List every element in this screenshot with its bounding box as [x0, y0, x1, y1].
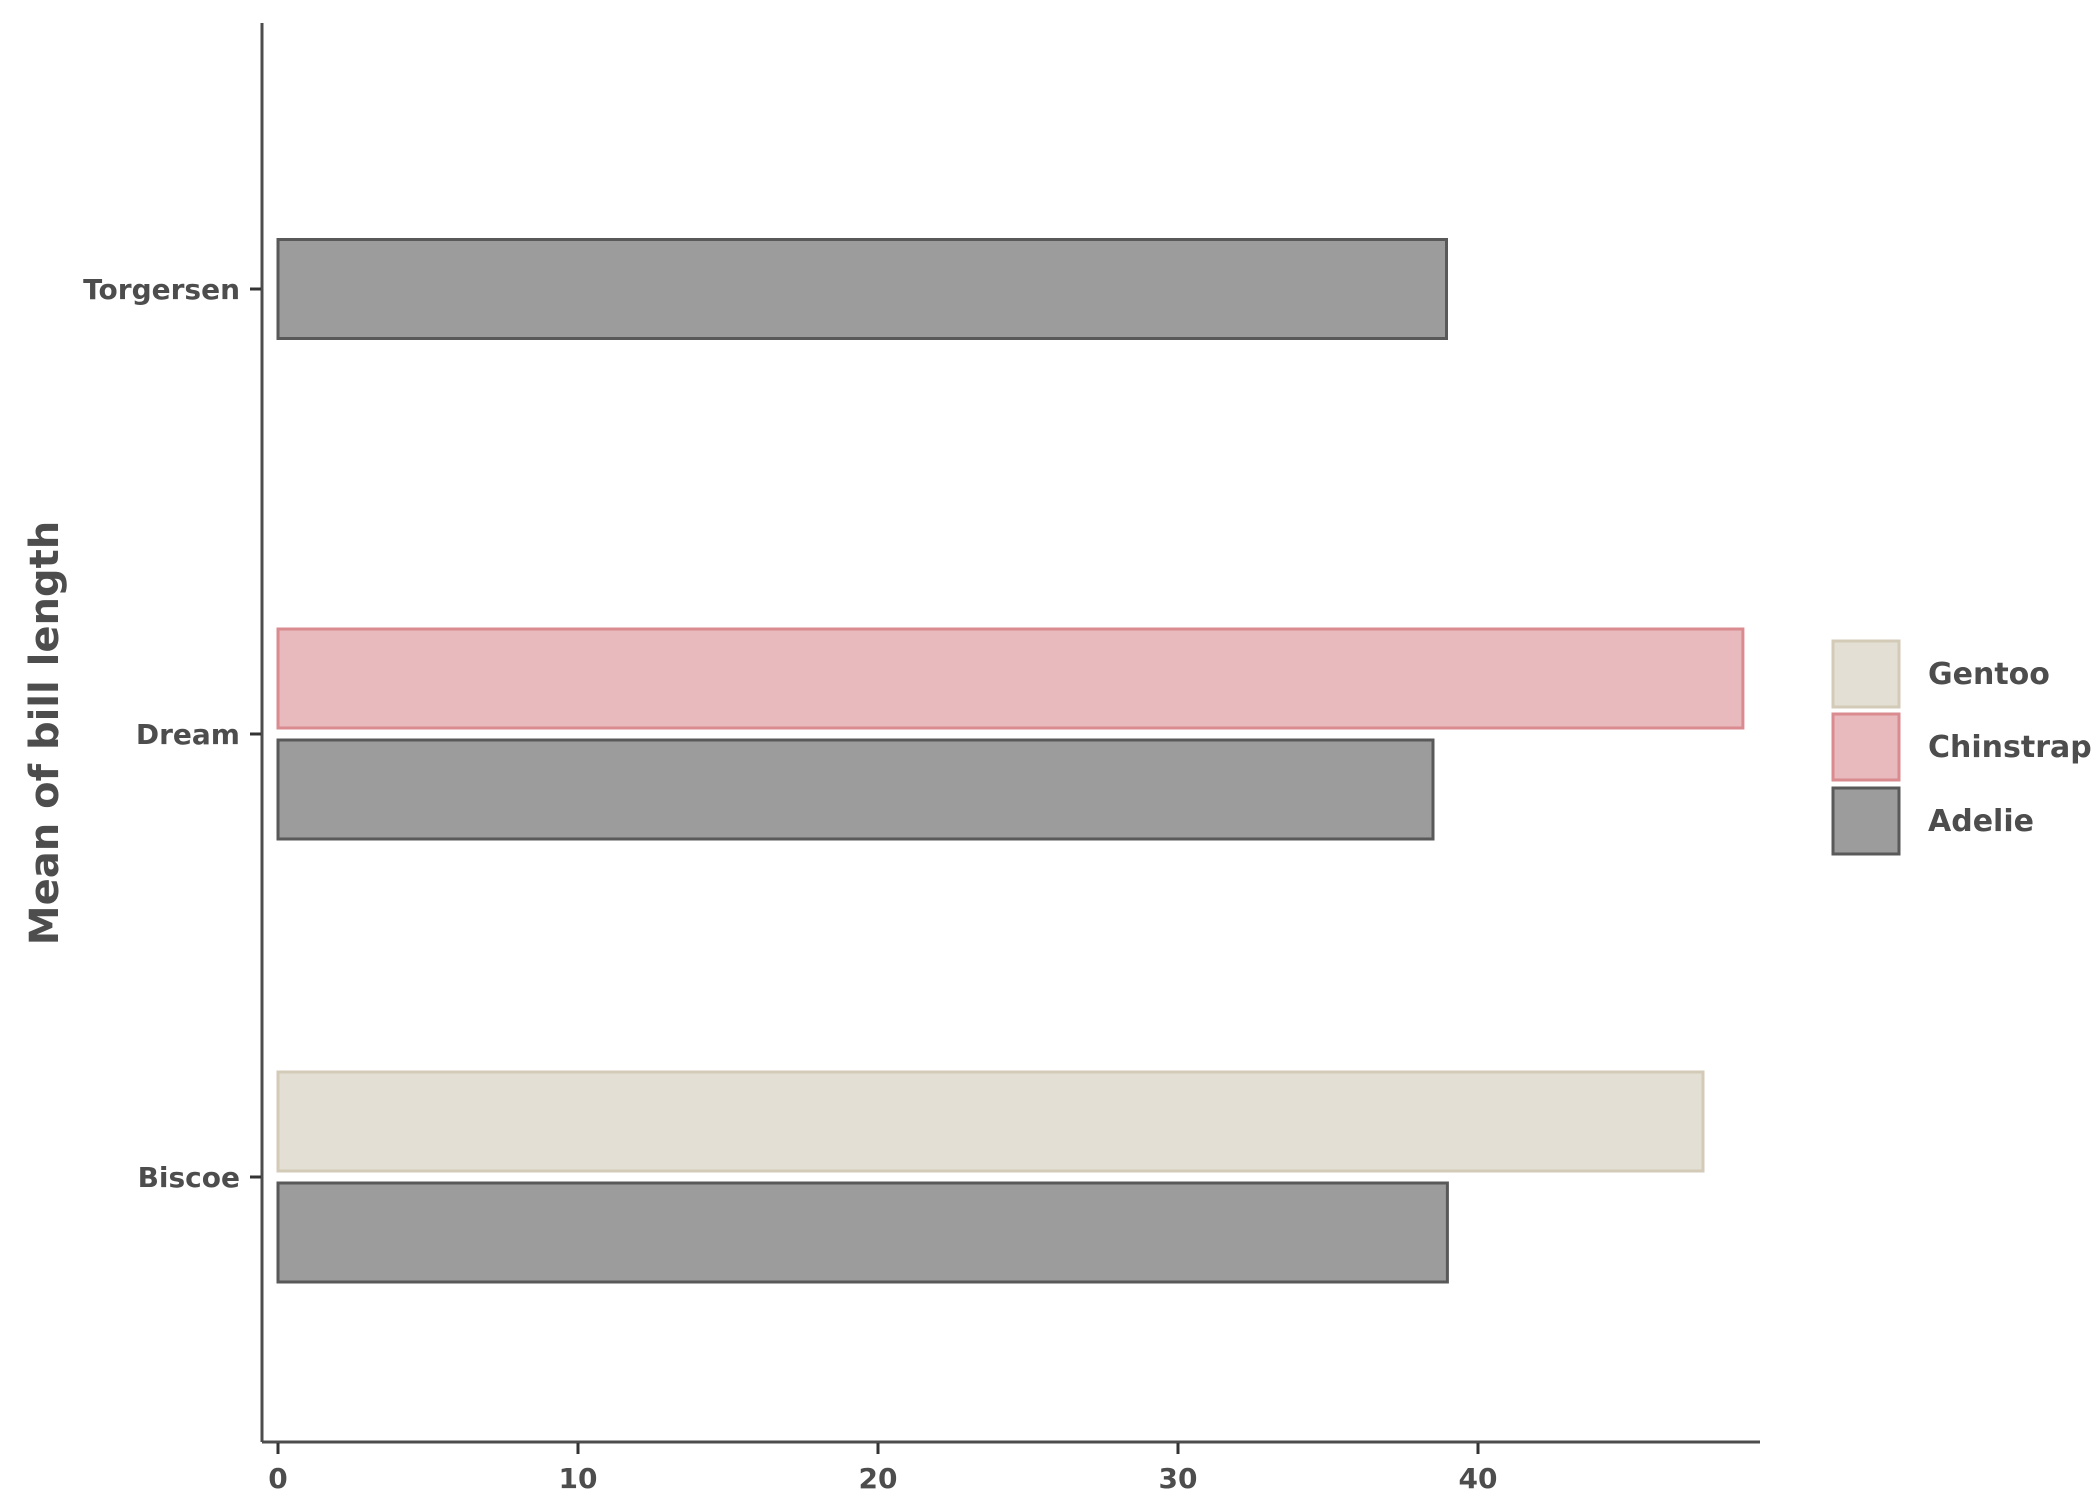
- legend: Gentoo Chinstrap Adelie: [1831, 639, 2092, 856]
- legend-label-chinstrap: Chinstrap: [1928, 730, 2092, 765]
- x-ticks: 0 10 20 30 40: [268, 1443, 1497, 1495]
- y-ticks: Biscoe Dream Torgersen: [83, 273, 261, 1194]
- y-tick-label: Dream: [136, 718, 240, 751]
- x-tick-label: 10: [559, 1462, 598, 1495]
- legend-key-chinstrap: [1831, 712, 1901, 782]
- y-tick-label: Biscoe: [138, 1161, 240, 1194]
- bar-dream-chinstrap: [276, 627, 1745, 730]
- bars: [276, 238, 1745, 1284]
- y-axis-title: Mean of bill length: [22, 521, 68, 945]
- bar-dream-adelie: [276, 738, 1435, 841]
- y-tick-label: Torgersen: [83, 273, 240, 306]
- x-tick-label: 40: [1459, 1462, 1498, 1495]
- legend-label-gentoo: Gentoo: [1928, 657, 2050, 692]
- bar-biscoe-gentoo: [276, 1070, 1705, 1173]
- legend-label-adelie: Adelie: [1928, 804, 2034, 839]
- bar-torgersen-adelie: [276, 238, 1448, 340]
- x-tick-label: 0: [268, 1462, 287, 1495]
- x-tick-label: 20: [859, 1462, 898, 1495]
- legend-key-gentoo: [1831, 639, 1901, 709]
- bar-biscoe-adelie: [276, 1181, 1449, 1284]
- legend-key-adelie: [1831, 786, 1901, 856]
- x-tick-label: 30: [1159, 1462, 1198, 1495]
